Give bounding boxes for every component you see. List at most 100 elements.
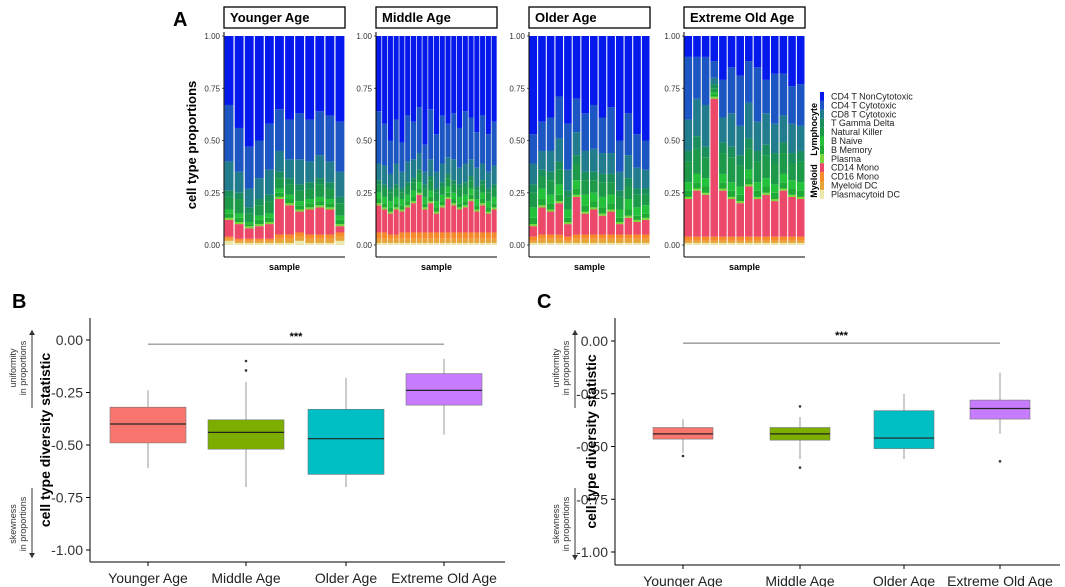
bar-segment-cd16 <box>244 238 254 241</box>
bar-segment-cd4_cyto <box>264 123 274 170</box>
y-tick-label: 1.00 <box>509 32 525 41</box>
bar-segment-mdc <box>491 238 497 243</box>
bar-segment-cd4_cyto <box>607 107 615 154</box>
bar-segment-cd16 <box>405 232 411 239</box>
bar-segment-pdc <box>633 242 641 245</box>
bar-segment-nk <box>564 196 572 210</box>
bar-segment-cd4_cyto <box>564 123 572 170</box>
bar-segment-cd14 <box>779 190 788 237</box>
bar-segment-cd4_noncyto <box>325 36 335 116</box>
facet-title: Extreme Old Age <box>690 10 794 25</box>
bar-segment-cd16 <box>457 232 463 239</box>
bar-segment-mdc <box>234 240 244 243</box>
bar-segment-cd4_cyto <box>572 98 581 133</box>
bar-segment-nk <box>325 188 335 200</box>
bar-segment-cd16 <box>416 232 422 239</box>
bar-segment-nk <box>295 190 305 202</box>
bar-segment-pdc <box>598 242 607 245</box>
bar-segment-bnaive <box>796 182 805 191</box>
bar-segment-pdc <box>590 242 598 245</box>
box-iqr <box>969 399 1031 420</box>
bar-segment-bmem <box>555 194 564 202</box>
bar-segment-tgd <box>753 150 762 162</box>
bar-segment-tgd <box>684 150 693 162</box>
bar-segment-nk <box>433 192 440 202</box>
bar-segment-pdc <box>624 242 633 245</box>
bar-segment-cd16 <box>684 236 693 241</box>
bar-segment-bmem <box>295 205 305 210</box>
bar-segment-nk <box>607 182 615 195</box>
bar-segment-plasma <box>275 196 284 200</box>
bar-segment-bnaive <box>457 196 463 204</box>
bar-segment-cd16 <box>376 232 382 239</box>
bar-segment-cd16 <box>335 232 345 237</box>
box-1 <box>207 359 285 487</box>
outlier-point <box>681 454 685 458</box>
bar-segment-pdc <box>275 242 284 245</box>
bar-segment-cd4_noncyto <box>624 36 633 114</box>
bar-segment-cd14 <box>796 199 805 237</box>
bar-segment-mdc <box>529 240 538 243</box>
bar-segment-cd16 <box>624 234 633 239</box>
facet-title: Middle Age <box>382 10 451 25</box>
bar-segment-mdc <box>382 238 388 243</box>
bar-segment-cd8_cyto <box>457 167 463 185</box>
bar-segment-cd4_noncyto <box>433 36 440 135</box>
box-0 <box>109 390 187 469</box>
bar-segment-cd14 <box>485 213 491 233</box>
bar-segment-cd16 <box>254 238 264 241</box>
bar-segment-pdc <box>457 242 463 245</box>
bar-segment-tgd <box>428 176 434 181</box>
bar-segment-bnaive <box>753 182 762 191</box>
bar-segment-tgd <box>285 178 294 185</box>
bar-segment-bnaive <box>224 209 234 214</box>
bar-segment-mdc <box>736 240 744 243</box>
bar-segment-pdc <box>572 242 581 245</box>
bar-segment-cd14 <box>788 196 796 237</box>
x-axis-label: sample <box>421 262 452 272</box>
bar-segment-bnaive <box>572 180 581 189</box>
bar-segment-tgd <box>451 180 457 185</box>
panel-a-stacked-bars: Younger Age0.000.250.500.751.00sampleMid… <box>204 6 806 272</box>
bar-segment-pdc <box>305 242 315 245</box>
bar-segment-plasma <box>457 207 463 210</box>
bar-segment-cd4_cyto <box>315 111 325 156</box>
bar-segment-cd14 <box>555 203 564 235</box>
bar-segment-tgd <box>468 176 474 181</box>
bar-segment-pdc <box>433 242 440 245</box>
bar-segment-cd14 <box>641 219 650 235</box>
bar-segment-cd4_cyto <box>416 107 422 154</box>
bar-segment-bnaive <box>727 182 736 191</box>
legend-swatch-cd4_noncyto <box>820 92 824 101</box>
bar-segment-cd8_cyto <box>546 150 555 172</box>
bar-segment-cd4_cyto <box>275 109 284 151</box>
bar-segment-bmem <box>387 207 393 212</box>
bar-segment-cd16 <box>387 234 393 239</box>
bar-segment-bmem <box>468 194 474 200</box>
y-tick-label: 0.25 <box>509 189 525 198</box>
legend-entry: CD8 T Cytotoxic <box>831 109 897 119</box>
bar-segment-cd16 <box>393 234 399 239</box>
bar-segment-cd8_cyto <box>684 119 693 151</box>
bar-segment-cd4_cyto <box>590 104 598 149</box>
bar-segment-bnaive <box>382 196 388 204</box>
bar-segment-cd8_cyto <box>641 169 650 189</box>
bar-segment-tgd <box>405 182 411 187</box>
bar-segment-cd8_cyto <box>745 102 753 139</box>
x-tick-label: Older Age <box>315 570 377 586</box>
bar-segment-bmem <box>462 201 468 206</box>
bar-segment-mdc <box>796 240 805 243</box>
bar-segment-pdc <box>387 242 393 245</box>
bar-segment-nk <box>315 184 325 197</box>
legend-swatch-tgd <box>820 118 824 128</box>
bar-segment-pdc <box>745 242 753 245</box>
bar-segment-mdc <box>719 240 727 243</box>
panel-label-a: A <box>173 9 187 31</box>
bar-segment-mdc <box>624 238 633 243</box>
bar-segment-cd4_cyto <box>529 134 538 164</box>
bar-segment-tgd <box>633 188 641 195</box>
bar-segment-pdc <box>254 242 264 245</box>
bar-segment-cd16 <box>445 232 451 239</box>
bar-segment-cd16 <box>433 232 440 239</box>
bar-segment-cd4_cyto <box>762 79 770 114</box>
